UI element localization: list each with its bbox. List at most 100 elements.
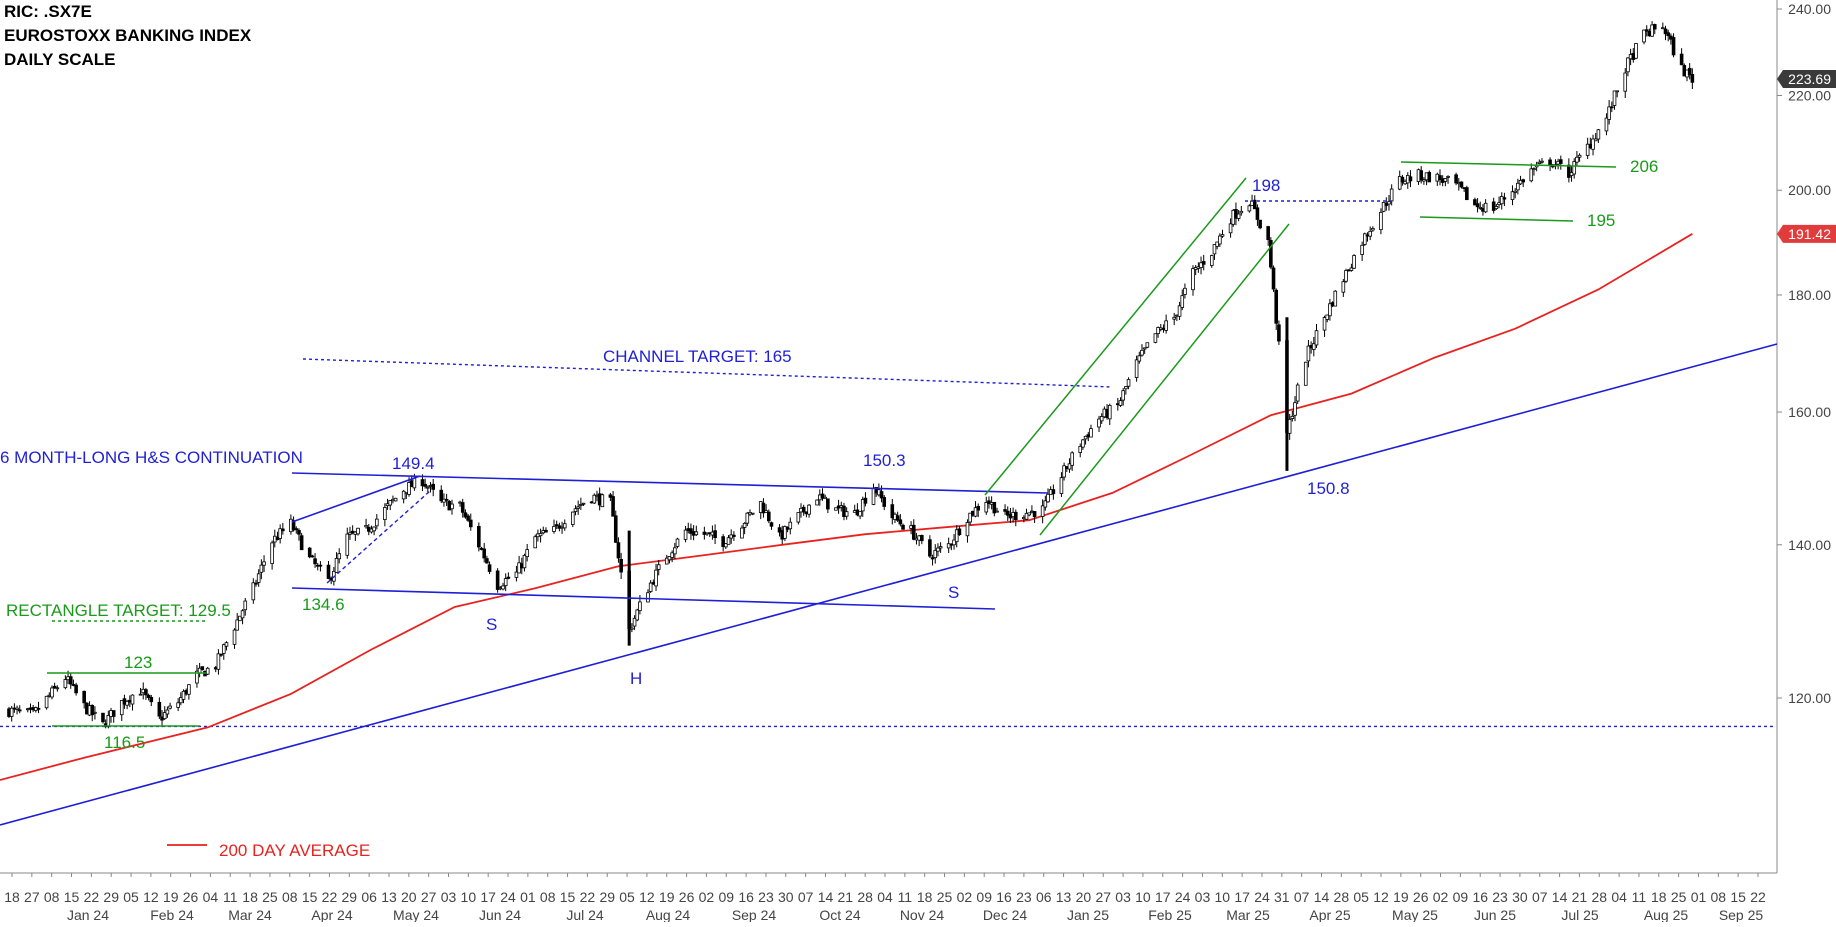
candle-body	[1212, 244, 1217, 255]
candle-body	[1443, 178, 1448, 182]
candle-body	[933, 550, 938, 559]
candle-body	[1381, 202, 1386, 212]
pennant-lower-line	[1419, 216, 1574, 222]
x-month-label: May 24	[393, 907, 439, 922]
x-month-label: Mar 25	[1226, 907, 1270, 922]
candle-body	[44, 695, 49, 709]
candle-body	[1252, 199, 1257, 210]
candle-body	[1593, 138, 1598, 142]
candle-body	[1537, 161, 1542, 164]
x-day-label: 22	[1750, 889, 1766, 905]
candle-body	[401, 490, 406, 500]
candle-body	[1419, 170, 1423, 181]
x-day-label: 23	[1492, 889, 1508, 905]
candle-body	[750, 512, 755, 515]
x-month-label: Apr 25	[1309, 907, 1350, 922]
x-day-label: 06	[361, 889, 377, 905]
candle-body	[976, 505, 981, 511]
candle-body	[1005, 510, 1010, 516]
candle-body	[1384, 203, 1389, 206]
candle-body	[270, 542, 274, 564]
level-149-label: 149.4	[392, 454, 435, 473]
x-day-label: 13	[381, 889, 397, 905]
x-month-label: Mar 24	[228, 907, 272, 922]
candle-body	[1572, 161, 1577, 175]
candle-body	[911, 524, 916, 540]
candle-body	[1314, 330, 1319, 346]
x-month-label: Jul 24	[566, 907, 604, 922]
x-day-label: 07	[1294, 889, 1310, 905]
x-day-label: 17	[1155, 889, 1171, 905]
candle-body	[860, 499, 865, 512]
candle-body	[1089, 428, 1093, 438]
x-day-label: 16	[1472, 889, 1488, 905]
x-day-label: 01	[520, 889, 536, 905]
candle-body	[1137, 355, 1142, 362]
candle-body	[243, 600, 248, 611]
candle-body	[1499, 196, 1504, 205]
level-116-label: 116.5	[104, 733, 145, 752]
candle-body	[1650, 24, 1654, 37]
candle-body	[656, 564, 661, 570]
candle-body	[157, 701, 162, 717]
y-tick-label: 200.00	[1788, 182, 1831, 198]
candle-body	[1368, 230, 1372, 237]
candle-body	[930, 557, 935, 560]
candle-body	[412, 477, 417, 489]
x-day-label: 05	[1353, 889, 1369, 905]
candle-body	[1140, 349, 1144, 356]
candle-body	[1142, 347, 1147, 350]
candle-body	[646, 592, 650, 603]
candle-body	[895, 515, 900, 521]
x-month-label: Jun 25	[1474, 907, 1516, 922]
candle-body	[898, 519, 903, 525]
x-day-label: 22	[580, 889, 596, 905]
candle-body	[823, 496, 827, 500]
x-day-label: 09	[1453, 889, 1469, 905]
x-day-label: 14	[818, 889, 834, 905]
candle-body	[788, 521, 793, 530]
candle-body	[740, 527, 744, 539]
candle-body	[807, 504, 811, 515]
candle-body	[450, 503, 454, 510]
candle-body	[1596, 129, 1601, 140]
candle-body	[1459, 181, 1464, 188]
x-day-label: 09	[976, 889, 992, 905]
candle-body	[281, 528, 285, 532]
x-day-label: 02	[699, 889, 715, 905]
candle-body	[221, 644, 226, 654]
candle-body	[1134, 359, 1139, 378]
candle-body	[1172, 316, 1176, 320]
candle-body	[299, 535, 304, 551]
x-day-label: 14	[1552, 889, 1568, 905]
x-day-label: 25	[937, 889, 953, 905]
candle-body	[724, 543, 728, 548]
x-month-label: Nov 24	[900, 907, 945, 922]
candle-body	[181, 690, 186, 700]
candle-body	[232, 629, 237, 645]
candle-body	[1118, 400, 1123, 406]
candle-body	[216, 653, 221, 670]
candle-body	[1228, 223, 1233, 234]
x-day-label: 10	[461, 889, 477, 905]
candle-body	[50, 687, 54, 698]
level-134-label: 134.6	[302, 595, 345, 614]
candle-body	[1408, 176, 1413, 182]
candle-body	[952, 539, 956, 546]
candle-body	[769, 522, 774, 527]
ma-legend-label: 200 DAY AVERAGE	[219, 841, 370, 860]
candle-body	[1024, 512, 1029, 520]
x-day-label: 10	[1135, 889, 1151, 905]
candle-body	[501, 585, 505, 590]
candle-body	[1322, 317, 1327, 331]
candle-body	[337, 553, 342, 560]
candle-body	[17, 709, 22, 712]
candle-body	[1183, 287, 1187, 295]
candle-body	[1623, 72, 1628, 92]
candle-body	[1078, 446, 1083, 453]
candle-body	[522, 554, 527, 569]
x-day-label: 18	[242, 889, 258, 905]
candle-body	[444, 498, 449, 501]
candle-body	[1610, 106, 1614, 109]
x-day-label: 26	[679, 889, 695, 905]
